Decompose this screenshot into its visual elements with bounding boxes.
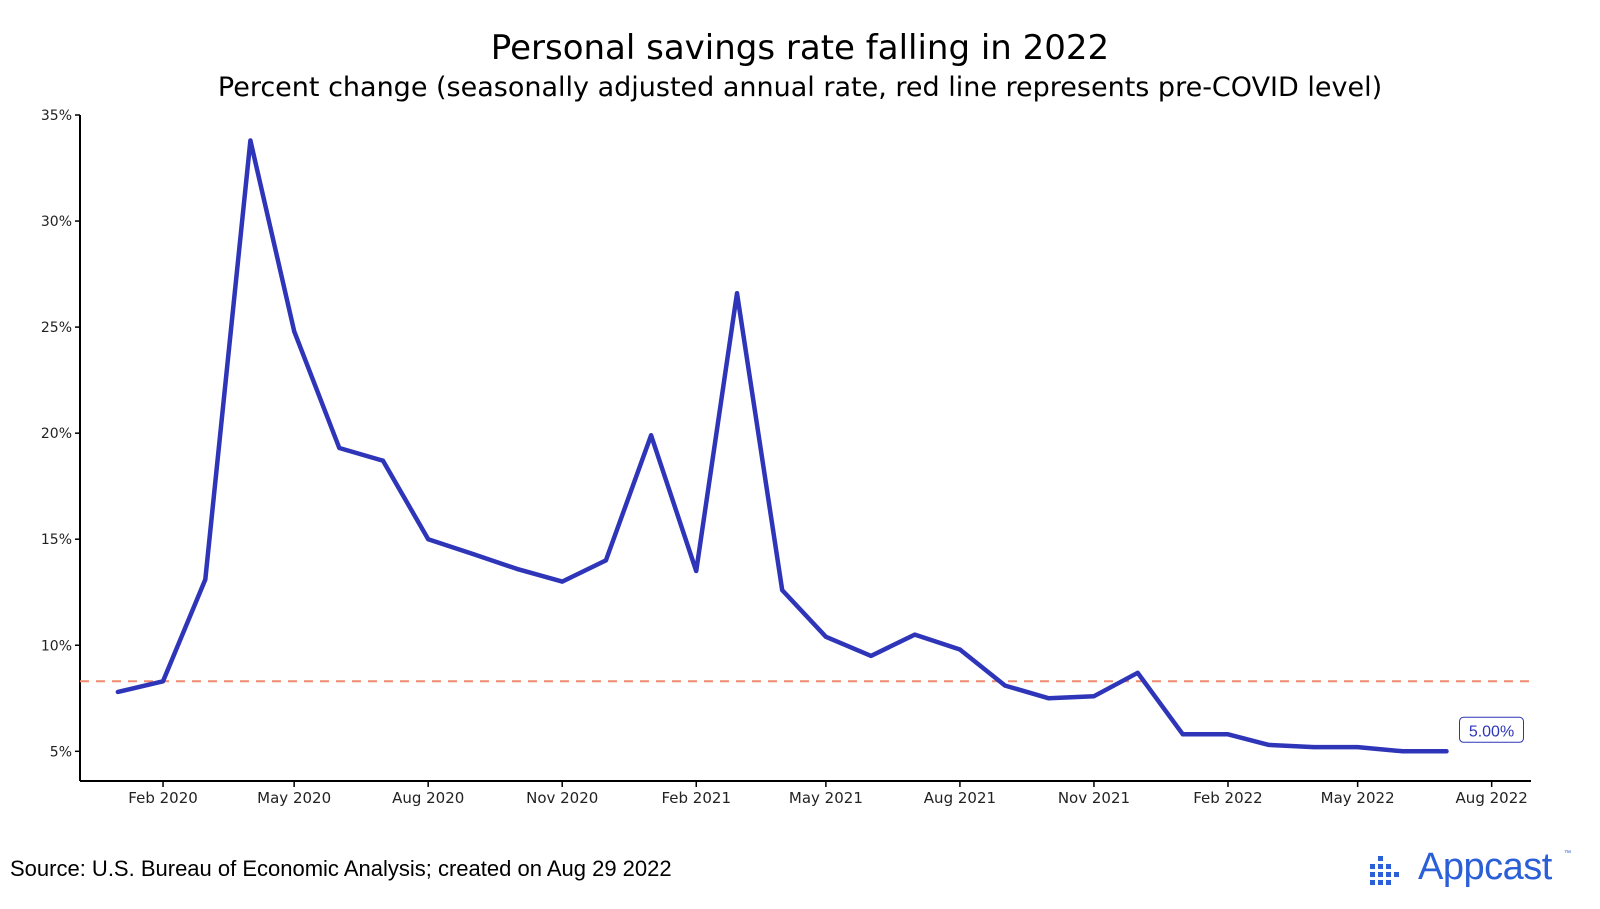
brand-trademark: ™ bbox=[1564, 850, 1571, 857]
x-tick-label: Feb 2022 bbox=[1193, 789, 1263, 807]
x-tick-label: Aug 2021 bbox=[924, 789, 996, 807]
data-point bbox=[1046, 696, 1051, 701]
annotation-label: 5.00% bbox=[1469, 723, 1514, 740]
y-tick-label: 10% bbox=[41, 638, 72, 654]
data-point bbox=[735, 291, 740, 296]
y-tick-label: 20% bbox=[41, 426, 72, 442]
savings-rate-line bbox=[115, 138, 1449, 754]
x-tick-label: Aug 2022 bbox=[1456, 789, 1528, 807]
source-note: Source: U.S. Bureau of Economic Analysis… bbox=[10, 856, 672, 881]
annotation-box bbox=[1459, 716, 1525, 743]
data-point bbox=[560, 579, 565, 584]
x-tick-label: Nov 2021 bbox=[1058, 789, 1130, 807]
data-point bbox=[1091, 694, 1096, 699]
y-tick-label: 35% bbox=[41, 108, 72, 124]
data-point bbox=[823, 634, 828, 639]
x-tick-label: Aug 2020 bbox=[392, 789, 464, 807]
x-tick-label: May 2021 bbox=[789, 789, 863, 807]
data-point bbox=[780, 588, 785, 593]
data-point bbox=[649, 433, 654, 438]
x-tick-label: May 2022 bbox=[1321, 789, 1395, 807]
y-tick-label: 30% bbox=[41, 214, 72, 230]
data-point bbox=[869, 653, 874, 658]
data-point bbox=[248, 138, 253, 143]
data-point bbox=[203, 577, 208, 582]
y-tick-label: 5% bbox=[50, 744, 72, 760]
data-point bbox=[292, 329, 297, 334]
data-point bbox=[694, 569, 699, 574]
data-point bbox=[1400, 749, 1405, 754]
appcast-dots-icon bbox=[1370, 856, 1399, 885]
x-tick-label: May 2020 bbox=[257, 789, 331, 807]
data-point bbox=[515, 566, 520, 571]
data-point bbox=[1135, 670, 1140, 675]
x-tick-label: Nov 2020 bbox=[526, 789, 598, 807]
data-point bbox=[426, 537, 431, 542]
data-point bbox=[1266, 742, 1271, 747]
data-point bbox=[115, 689, 120, 694]
data-point bbox=[957, 647, 962, 652]
data-point bbox=[381, 458, 386, 463]
data-point bbox=[337, 446, 342, 450]
data-point bbox=[603, 558, 608, 563]
y-tick-label: 25% bbox=[41, 320, 72, 336]
data-point bbox=[1003, 683, 1008, 688]
x-tick-label: Feb 2021 bbox=[661, 789, 731, 807]
x-tick-label: Feb 2020 bbox=[128, 789, 198, 807]
y-tick-label: 15% bbox=[41, 532, 72, 548]
chart-title: Personal savings rate falling in 2022 bbox=[490, 28, 1110, 68]
chart-subtitle: Percent change (seasonally adjusted annu… bbox=[217, 72, 1383, 103]
data-point bbox=[1444, 749, 1449, 754]
data-point bbox=[1355, 745, 1360, 750]
data-point bbox=[1180, 732, 1185, 737]
brand-name: Appcast bbox=[1418, 846, 1552, 888]
data-point bbox=[1311, 745, 1316, 750]
data-point bbox=[912, 632, 917, 637]
appcast-logo: Appcast ™ bbox=[1368, 846, 1571, 894]
data-point bbox=[471, 552, 476, 557]
data-point bbox=[1225, 732, 1230, 737]
data-point bbox=[161, 679, 166, 684]
